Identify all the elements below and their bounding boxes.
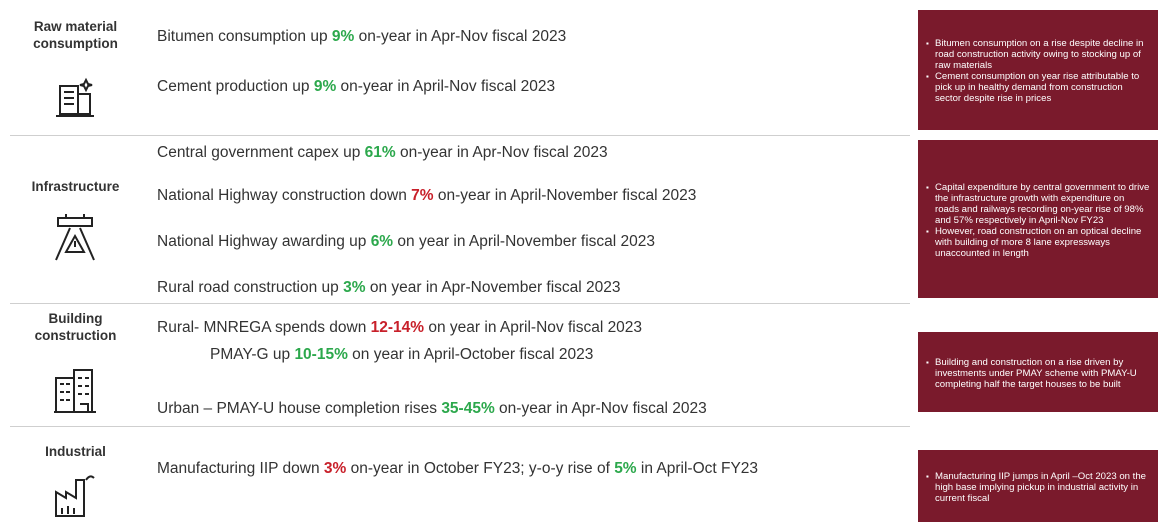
highlight: 6% bbox=[370, 233, 394, 250]
statement-text: Bitumen consumption up bbox=[157, 28, 332, 45]
section-label: Raw material consumption bbox=[33, 19, 118, 51]
statement: Rural- MNREGA spends down 12-14% on year… bbox=[157, 319, 642, 337]
statement-text: Central government capex up bbox=[157, 144, 365, 161]
highlight: 9% bbox=[313, 78, 337, 95]
note-box: Manufacturing IIP jumps in April –Oct 20… bbox=[918, 450, 1158, 522]
note: Building and construction on a rise driv… bbox=[926, 357, 1150, 390]
separator bbox=[10, 303, 910, 304]
highlight: 3% bbox=[343, 279, 366, 296]
highlight: 7% bbox=[411, 187, 434, 204]
statement-text: PMAY-G up bbox=[210, 346, 295, 363]
note-box: Building and construction on a rise driv… bbox=[918, 332, 1158, 412]
statement: Cement production up 9% on-year in April… bbox=[157, 78, 555, 96]
highlight: 9% bbox=[331, 28, 355, 45]
statement-text: on year in Apr-November fiscal 2023 bbox=[365, 279, 621, 296]
note-box: Bitumen consumption on a rise despite de… bbox=[918, 10, 1158, 130]
statement: Urban – PMAY-U house completion rises 35… bbox=[157, 400, 707, 418]
highlight: 3% bbox=[323, 460, 347, 477]
statement: PMAY-G up 10-15% on year in April-Octobe… bbox=[210, 346, 593, 364]
statement-text: National Highway construction down bbox=[157, 187, 412, 204]
highlight: 12-14% bbox=[370, 319, 425, 336]
statement-text: Rural- MNREGA spends down bbox=[157, 319, 371, 336]
section-label: Industrial bbox=[45, 444, 106, 459]
statement-text: on-year in October FY23; y-o-y rise of bbox=[346, 460, 615, 477]
building-icon bbox=[54, 369, 96, 413]
note-box: Capital expenditure by central governmen… bbox=[918, 140, 1158, 298]
statement-text: on-year in Apr-Nov fiscal 2023 bbox=[494, 400, 707, 417]
statement-text: on-year in Apr-Nov fiscal 2023 bbox=[354, 28, 567, 45]
statement: Rural road construction up 3% on year in… bbox=[157, 279, 621, 297]
statement-text: Rural road construction up bbox=[157, 279, 344, 296]
statement-text: on year in April-November fiscal 2023 bbox=[393, 233, 655, 250]
highlight: 35-45% bbox=[441, 400, 495, 417]
section-label: Infrastructure bbox=[31, 179, 120, 194]
statement-text: on-year in April-Nov fiscal 2023 bbox=[336, 78, 556, 95]
statement: Bitumen consumption up 9% on-year in Apr… bbox=[157, 28, 566, 46]
industrial-icon bbox=[55, 475, 95, 517]
highlight: 10-15% bbox=[294, 346, 348, 363]
section-label: Building construction bbox=[34, 311, 117, 343]
statement-text: Cement production up bbox=[157, 78, 314, 95]
statement: National Highway awarding up 6% on year … bbox=[157, 233, 655, 251]
statement-text: on-year in April-November fiscal 2023 bbox=[433, 187, 697, 204]
statement: Manufacturing IIP down 3% on-year in Oct… bbox=[157, 460, 758, 478]
infrastructure-icon bbox=[55, 214, 95, 261]
note: Capital expenditure by central governmen… bbox=[926, 182, 1150, 226]
statement-text: on year in April-October fiscal 2023 bbox=[347, 346, 594, 363]
statement-text: Urban – PMAY-U house completion rises bbox=[157, 400, 442, 417]
highlight: 61% bbox=[364, 144, 396, 161]
statement-text: on-year in Apr-Nov fiscal 2023 bbox=[395, 144, 608, 161]
note: Cement consumption on year rise attribut… bbox=[926, 71, 1150, 104]
statement-text: National Highway awarding up bbox=[157, 233, 371, 250]
separator bbox=[10, 135, 910, 136]
highlight: 5% bbox=[614, 460, 637, 477]
note: However, road construction on an optical… bbox=[926, 226, 1150, 259]
separator bbox=[10, 426, 910, 427]
note: Manufacturing IIP jumps in April –Oct 20… bbox=[926, 471, 1150, 504]
statement-text: in April-Oct FY23 bbox=[636, 460, 759, 477]
raw-material-icon bbox=[56, 77, 94, 117]
statement-text: Manufacturing IIP down bbox=[157, 460, 324, 477]
statement: National Highway construction down 7% on… bbox=[157, 187, 696, 205]
statement: Central government capex up 61% on-year … bbox=[157, 144, 608, 162]
statement-text: on year in April-Nov fiscal 2023 bbox=[424, 319, 643, 336]
note: Bitumen consumption on a rise despite de… bbox=[926, 38, 1150, 71]
